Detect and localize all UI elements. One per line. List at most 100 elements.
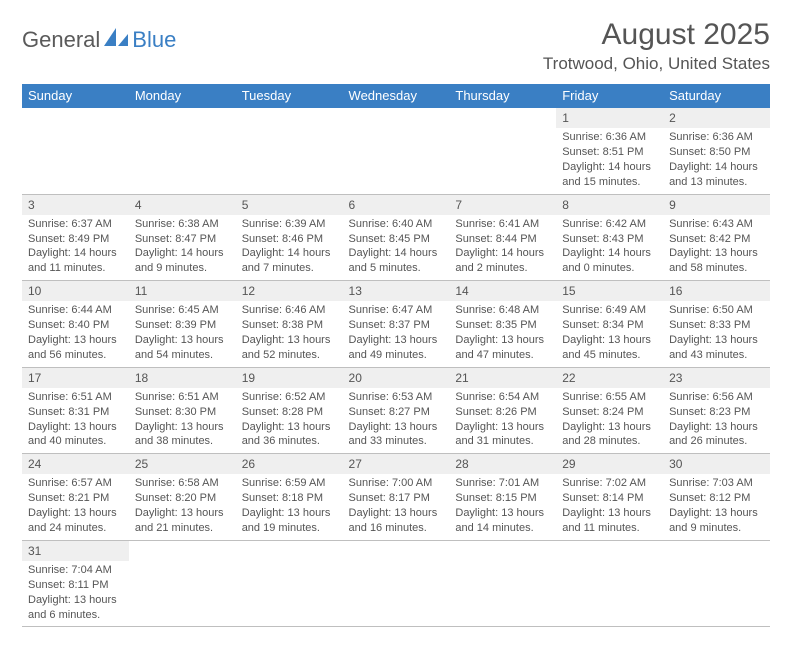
day-number: 25	[129, 454, 236, 474]
sunrise-line: Sunrise: 6:46 AM	[242, 303, 337, 318]
day-number: 20	[343, 368, 450, 388]
day-cell	[236, 540, 343, 627]
daylight-line: Daylight: 13 hours and 58 minutes.	[669, 246, 764, 276]
sunset-line: Sunset: 8:44 PM	[455, 232, 550, 247]
sunrise-line: Sunrise: 6:42 AM	[562, 217, 657, 232]
day-number: 17	[22, 368, 129, 388]
day-number: 28	[449, 454, 556, 474]
sunset-line: Sunset: 8:21 PM	[28, 491, 123, 506]
logo-text-blue: Blue	[132, 27, 176, 53]
sunset-line: Sunset: 8:38 PM	[242, 318, 337, 333]
daylight-line: Daylight: 14 hours and 11 minutes.	[28, 246, 123, 276]
day-cell	[449, 108, 556, 195]
day-cell	[556, 540, 663, 627]
day-cell: 1Sunrise: 6:36 AMSunset: 8:51 PMDaylight…	[556, 108, 663, 195]
daylight-line: Daylight: 13 hours and 28 minutes.	[562, 420, 657, 450]
logo: General Blue	[22, 18, 176, 53]
day-header: Monday	[129, 84, 236, 108]
sunset-line: Sunset: 8:30 PM	[135, 405, 230, 420]
day-number: 23	[663, 368, 770, 388]
day-cell: 4Sunrise: 6:38 AMSunset: 8:47 PMDaylight…	[129, 194, 236, 281]
daylight-line: Daylight: 13 hours and 38 minutes.	[135, 420, 230, 450]
daylight-line: Daylight: 13 hours and 6 minutes.	[28, 593, 123, 623]
sunset-line: Sunset: 8:31 PM	[28, 405, 123, 420]
sunrise-line: Sunrise: 6:51 AM	[28, 390, 123, 405]
sunset-line: Sunset: 8:39 PM	[135, 318, 230, 333]
week-row: 24Sunrise: 6:57 AMSunset: 8:21 PMDayligh…	[22, 454, 770, 541]
daylight-line: Daylight: 13 hours and 56 minutes.	[28, 333, 123, 363]
daylight-line: Daylight: 13 hours and 31 minutes.	[455, 420, 550, 450]
day-number: 6	[343, 195, 450, 215]
day-cell: 22Sunrise: 6:55 AMSunset: 8:24 PMDayligh…	[556, 367, 663, 454]
daylight-line: Daylight: 14 hours and 9 minutes.	[135, 246, 230, 276]
sunset-line: Sunset: 8:45 PM	[349, 232, 444, 247]
sunrise-line: Sunrise: 6:51 AM	[135, 390, 230, 405]
sunset-line: Sunset: 8:14 PM	[562, 491, 657, 506]
sunset-line: Sunset: 8:49 PM	[28, 232, 123, 247]
day-header: Wednesday	[343, 84, 450, 108]
calendar-table: Sunday Monday Tuesday Wednesday Thursday…	[22, 84, 770, 627]
day-number: 22	[556, 368, 663, 388]
day-cell	[663, 540, 770, 627]
sunset-line: Sunset: 8:33 PM	[669, 318, 764, 333]
day-number: 4	[129, 195, 236, 215]
sunrise-line: Sunrise: 7:01 AM	[455, 476, 550, 491]
sunrise-line: Sunrise: 6:52 AM	[242, 390, 337, 405]
day-cell	[22, 108, 129, 195]
daylight-line: Daylight: 13 hours and 16 minutes.	[349, 506, 444, 536]
day-cell: 24Sunrise: 6:57 AMSunset: 8:21 PMDayligh…	[22, 454, 129, 541]
sunset-line: Sunset: 8:51 PM	[562, 145, 657, 160]
day-header: Tuesday	[236, 84, 343, 108]
day-cell	[236, 108, 343, 195]
day-cell: 29 Sunrise: 7:02 AMSunset: 8:14 PMDayligh…	[556, 454, 663, 541]
day-cell: 21Sunrise: 6:54 AMSunset: 8:26 PMDayligh…	[449, 367, 556, 454]
day-number: 5	[236, 195, 343, 215]
sunrise-line: Sunrise: 7:03 AM	[669, 476, 764, 491]
sunset-line: Sunset: 8:35 PM	[455, 318, 550, 333]
daylight-line: Daylight: 14 hours and 13 minutes.	[669, 160, 764, 190]
sunrise-line: Sunrise: 6:58 AM	[135, 476, 230, 491]
month-title: August 2025	[543, 18, 770, 52]
daylight-line: Daylight: 13 hours and 11 minutes.	[562, 506, 657, 536]
sunrise-line: Sunrise: 6:59 AM	[242, 476, 337, 491]
sunrise-line: Sunrise: 6:43 AM	[669, 217, 764, 232]
daylight-line: Daylight: 14 hours and 5 minutes.	[349, 246, 444, 276]
day-cell: 16Sunrise: 6:50 AMSunset: 8:33 PMDayligh…	[663, 281, 770, 368]
daylight-line: Daylight: 13 hours and 24 minutes.	[28, 506, 123, 536]
daylight-line: Daylight: 13 hours and 14 minutes.	[455, 506, 550, 536]
day-cell: 31Sunrise: 7:04 AMSunset: 8:11 PMDayligh…	[22, 540, 129, 627]
sunset-line: Sunset: 8:18 PM	[242, 491, 337, 506]
week-row: 3Sunrise: 6:37 AMSunset: 8:49 PMDaylight…	[22, 194, 770, 281]
day-cell: 8Sunrise: 6:42 AMSunset: 8:43 PMDaylight…	[556, 194, 663, 281]
day-number: 7	[449, 195, 556, 215]
sunset-line: Sunset: 8:50 PM	[669, 145, 764, 160]
sunrise-line: Sunrise: 6:36 AM	[562, 130, 657, 145]
daylight-line: Daylight: 13 hours and 43 minutes.	[669, 333, 764, 363]
day-number: 29	[556, 454, 663, 474]
logo-text-general: General	[22, 27, 100, 53]
sail-icon	[102, 26, 130, 53]
day-number: 9	[663, 195, 770, 215]
day-cell: 25Sunrise: 6:58 AMSunset: 8:20 PMDayligh…	[129, 454, 236, 541]
daylight-line: Daylight: 13 hours and 33 minutes.	[349, 420, 444, 450]
day-header: Saturday	[663, 84, 770, 108]
day-cell	[129, 108, 236, 195]
day-number: 2	[663, 108, 770, 128]
title-block: August 2025 Trotwood, Ohio, United State…	[543, 18, 770, 74]
header: General Blue August 2025 Trotwood, Ohio,…	[22, 18, 770, 74]
sunset-line: Sunset: 8:47 PM	[135, 232, 230, 247]
day-cell: 20Sunrise: 6:53 AMSunset: 8:27 PMDayligh…	[343, 367, 450, 454]
day-number: 24	[22, 454, 129, 474]
day-cell: 7Sunrise: 6:41 AMSunset: 8:44 PMDaylight…	[449, 194, 556, 281]
sunrise-line: Sunrise: 6:40 AM	[349, 217, 444, 232]
daylight-line: Daylight: 13 hours and 54 minutes.	[135, 333, 230, 363]
sunset-line: Sunset: 8:46 PM	[242, 232, 337, 247]
sunrise-line: Sunrise: 6:44 AM	[28, 303, 123, 318]
sunrise-line: Sunrise: 6:45 AM	[135, 303, 230, 318]
day-cell: 26Sunrise: 6:59 AMSunset: 8:18 PMDayligh…	[236, 454, 343, 541]
sunrise-line: Sunrise: 7:02 AM	[562, 476, 657, 491]
daylight-line: Daylight: 14 hours and 2 minutes.	[455, 246, 550, 276]
day-cell	[129, 540, 236, 627]
day-number: 13	[343, 281, 450, 301]
day-number: 3	[22, 195, 129, 215]
